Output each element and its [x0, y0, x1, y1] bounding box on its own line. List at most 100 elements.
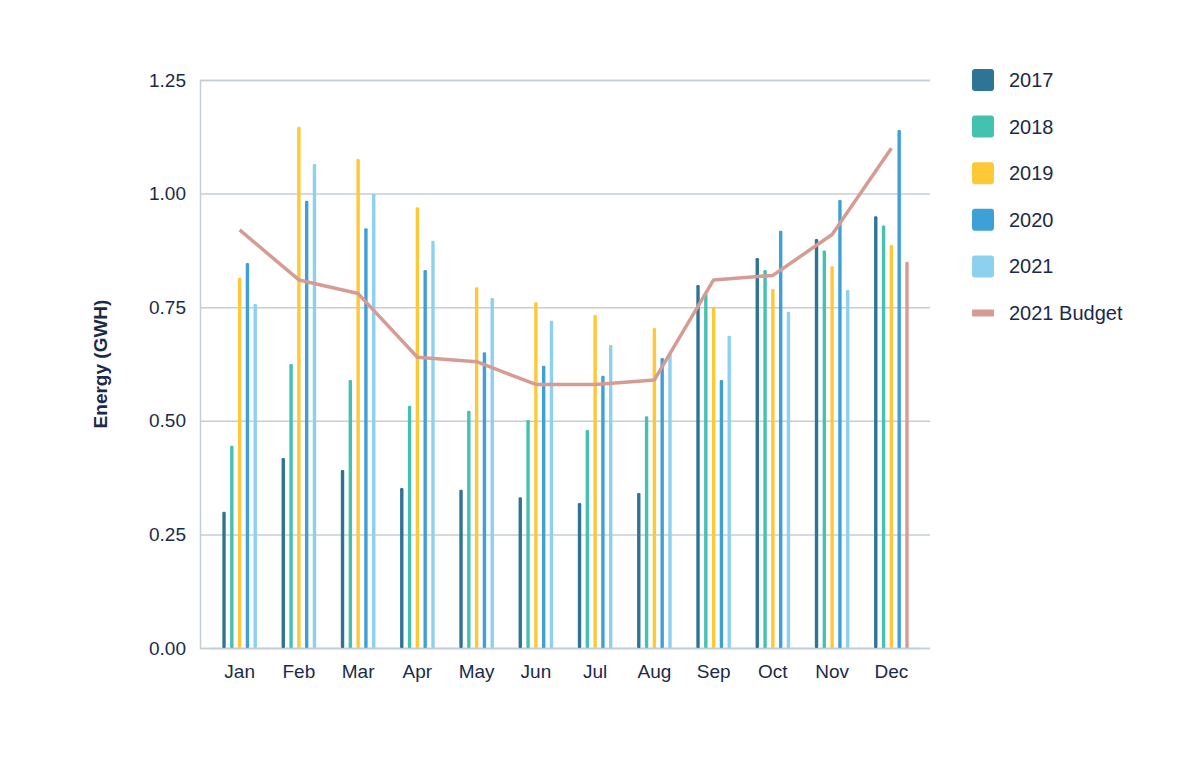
grid-line [200, 421, 930, 423]
x-tick: Sep [697, 648, 731, 682]
legend-swatch [972, 69, 994, 91]
bar [882, 225, 885, 648]
x-tick: Apr [403, 648, 433, 682]
bar [526, 420, 529, 648]
bar [408, 406, 411, 648]
y-tick: 0.75 [149, 297, 930, 318]
bar [660, 358, 663, 648]
bar [491, 298, 494, 648]
bar [704, 294, 707, 648]
legend-item: 2021 Budget [972, 302, 1123, 324]
x-tick-label: Mar [342, 661, 375, 682]
bar [313, 164, 316, 648]
bar [897, 130, 900, 648]
x-tick: Dec [874, 648, 908, 682]
bar [341, 470, 344, 648]
bar [534, 302, 537, 648]
legend-label: 2019 [1009, 162, 1054, 184]
x-tick: May [459, 648, 495, 682]
bar [254, 304, 257, 648]
legend-swatch [972, 255, 994, 277]
bar [372, 194, 375, 648]
x-tick: Oct [758, 648, 788, 682]
bar [364, 228, 367, 648]
x-tick: Jan [224, 648, 255, 682]
bar [787, 312, 790, 648]
bar [609, 345, 612, 648]
x-tick-label: Dec [874, 661, 908, 682]
y-tick-label: 0.75 [149, 297, 186, 318]
bar [637, 493, 640, 648]
bar [297, 127, 300, 648]
bar-series [238, 127, 893, 648]
y-axis-line [201, 81, 931, 649]
y-tick-label: 1.00 [149, 183, 186, 204]
bar [423, 270, 426, 648]
y-tick: 1.25 [149, 70, 930, 91]
bar [645, 416, 648, 648]
bar [712, 307, 715, 648]
bar [578, 503, 581, 648]
grid-line [200, 193, 930, 195]
x-tick-label: Apr [403, 661, 433, 682]
y-tick: 0.00 [149, 638, 930, 659]
x-tick-label: Jun [521, 661, 552, 682]
bar [550, 321, 553, 648]
bar [222, 512, 225, 648]
x-tick: Mar [342, 648, 375, 682]
legend-label: 2021 [1009, 255, 1054, 277]
bar [668, 353, 671, 648]
bar [779, 231, 782, 648]
bar [846, 290, 849, 648]
bar-series [222, 216, 877, 648]
y-tick-label: 1.25 [149, 70, 186, 91]
y-tick: 0.25 [149, 524, 930, 545]
x-tick-label: Sep [697, 661, 731, 682]
legend-label: 2018 [1009, 116, 1054, 138]
bar [542, 366, 545, 648]
bar [282, 458, 285, 648]
y-axis-title: Energy (GWH) [90, 300, 111, 429]
y-tick: 1.00 [149, 183, 930, 204]
bar [830, 266, 833, 648]
x-axis: JanFebMarAprMayJunJulAugSepOctNovDec [211, 648, 922, 682]
bar [771, 289, 774, 648]
bar [400, 488, 403, 648]
y-tick-label: 0.00 [149, 638, 186, 659]
bar-series [254, 164, 909, 648]
bar [246, 263, 249, 648]
bar [238, 278, 241, 648]
legend-item: 2019 [972, 162, 1054, 184]
legend-label: 2021 Budget [1009, 302, 1123, 324]
x-tick: Jun [521, 648, 552, 682]
x-tick: Nov [815, 648, 849, 682]
legend-item: 2017 [972, 69, 1054, 91]
legend-item: 2020 [972, 209, 1054, 231]
x-tick: Aug [637, 648, 671, 682]
bar [431, 241, 434, 648]
x-tick: Jul [583, 648, 607, 682]
legend-swatch [972, 310, 994, 317]
bar [475, 287, 478, 648]
x-tick-label: Jul [583, 661, 607, 682]
y-axis: 0.00 0.25 0.50 0.75 1.00 1.25 [149, 70, 930, 659]
bar [289, 364, 292, 648]
bar [728, 336, 731, 648]
bar [601, 376, 604, 648]
bar [519, 497, 522, 648]
legend-item: 2021 [972, 255, 1054, 277]
x-tick-label: Oct [758, 661, 788, 682]
bar [349, 380, 352, 648]
legend-label: 2020 [1009, 209, 1054, 231]
legend-swatch [972, 209, 994, 231]
y-tick: 0.50 [149, 410, 930, 431]
bar [763, 270, 766, 648]
bar [874, 216, 877, 648]
bar [483, 352, 486, 648]
bar-series [230, 225, 885, 648]
legend-swatch [972, 116, 994, 138]
legend-item: 2018 [972, 116, 1054, 138]
y-tick-label: 0.50 [149, 410, 186, 431]
plot-area [222, 127, 908, 648]
bar [586, 430, 589, 648]
